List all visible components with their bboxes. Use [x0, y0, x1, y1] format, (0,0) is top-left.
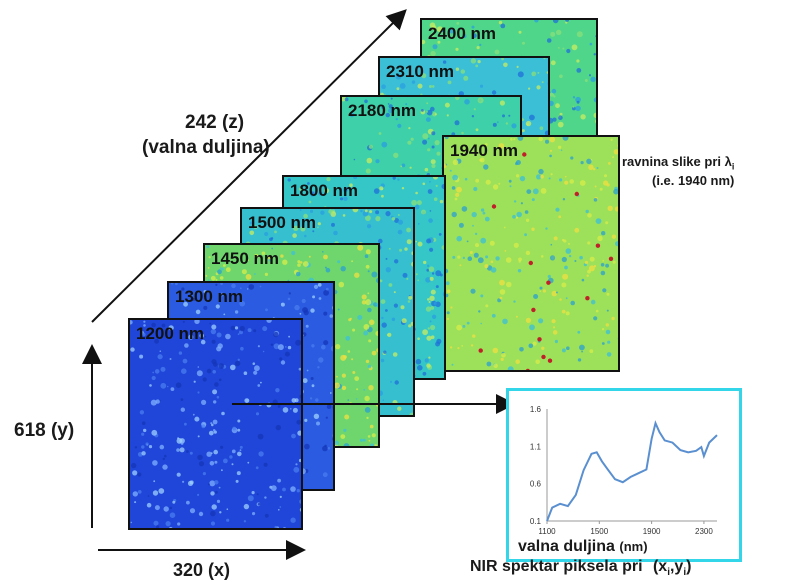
spectrum-y-tick: 0.1	[530, 517, 542, 526]
spectrum-xlabel-main: valna duljina	[518, 538, 615, 555]
spectrum-inset: 1.6 1.1 0.6 0.1 1100 1500 1900 2300	[506, 388, 742, 562]
layer-wavelength-label: 1300 nm	[175, 287, 244, 306]
spectrum-y-tick: 0.6	[530, 480, 542, 489]
image-layer: 1940 nm	[442, 135, 620, 372]
caption-coords: (xi,yi)	[652, 558, 692, 579]
spectrum-xlabel-unit: (nm)	[619, 539, 648, 554]
layer-texture	[130, 320, 301, 528]
spectrum-x-tick: 1100	[538, 527, 556, 536]
layer-wavelength-label: 2180 nm	[348, 101, 417, 120]
image-plane-label: ravnina slike pri λi	[622, 154, 734, 172]
spectrum-y-tick: 1.1	[530, 442, 542, 451]
layer-texture	[444, 137, 618, 370]
image-plane-example: (i.e. 1940 nm)	[652, 173, 735, 188]
layer-wavelength-label: 1800 nm	[290, 181, 359, 200]
z-axis-label: 242 (z)	[185, 112, 245, 133]
layer-wavelength-label: 2310 nm	[386, 62, 455, 81]
spectrum-xlabel: valna duljina (nm)	[518, 538, 648, 556]
y-axis-label: 618 (y)	[14, 420, 75, 441]
layer-wavelength-label: 1500 nm	[248, 213, 317, 232]
spectrum-y-tick: 1.6	[530, 405, 542, 414]
image-layer: 1200 nm	[128, 318, 303, 530]
spectrum-caption: NIR spektar piksela pri (xi,yi)	[470, 558, 691, 578]
caption-main: NIR spektar piksela pri	[470, 558, 643, 575]
image-plane-subscript: i	[731, 161, 735, 172]
layer-wavelength-label: 1200 nm	[136, 324, 205, 343]
spectrum-x-tick: 1500	[590, 527, 608, 536]
z-axis-arrow	[91, 9, 407, 323]
layer-wavelength-label: 2400 nm	[428, 24, 497, 43]
layer-wavelength-label: 1940 nm	[450, 141, 519, 160]
spectrum-line	[546, 420, 718, 522]
spectrum-x-tick: 1900	[643, 527, 661, 536]
z-axis-sublabel: (valna duljina)	[142, 137, 270, 158]
image-plane-line1: ravnina slike pri λ	[622, 154, 732, 169]
x-axis-label: 320 (x)	[173, 560, 231, 580]
spectrum-x-tick: 2300	[695, 527, 713, 536]
layer-wavelength-label: 1450 nm	[211, 249, 280, 268]
